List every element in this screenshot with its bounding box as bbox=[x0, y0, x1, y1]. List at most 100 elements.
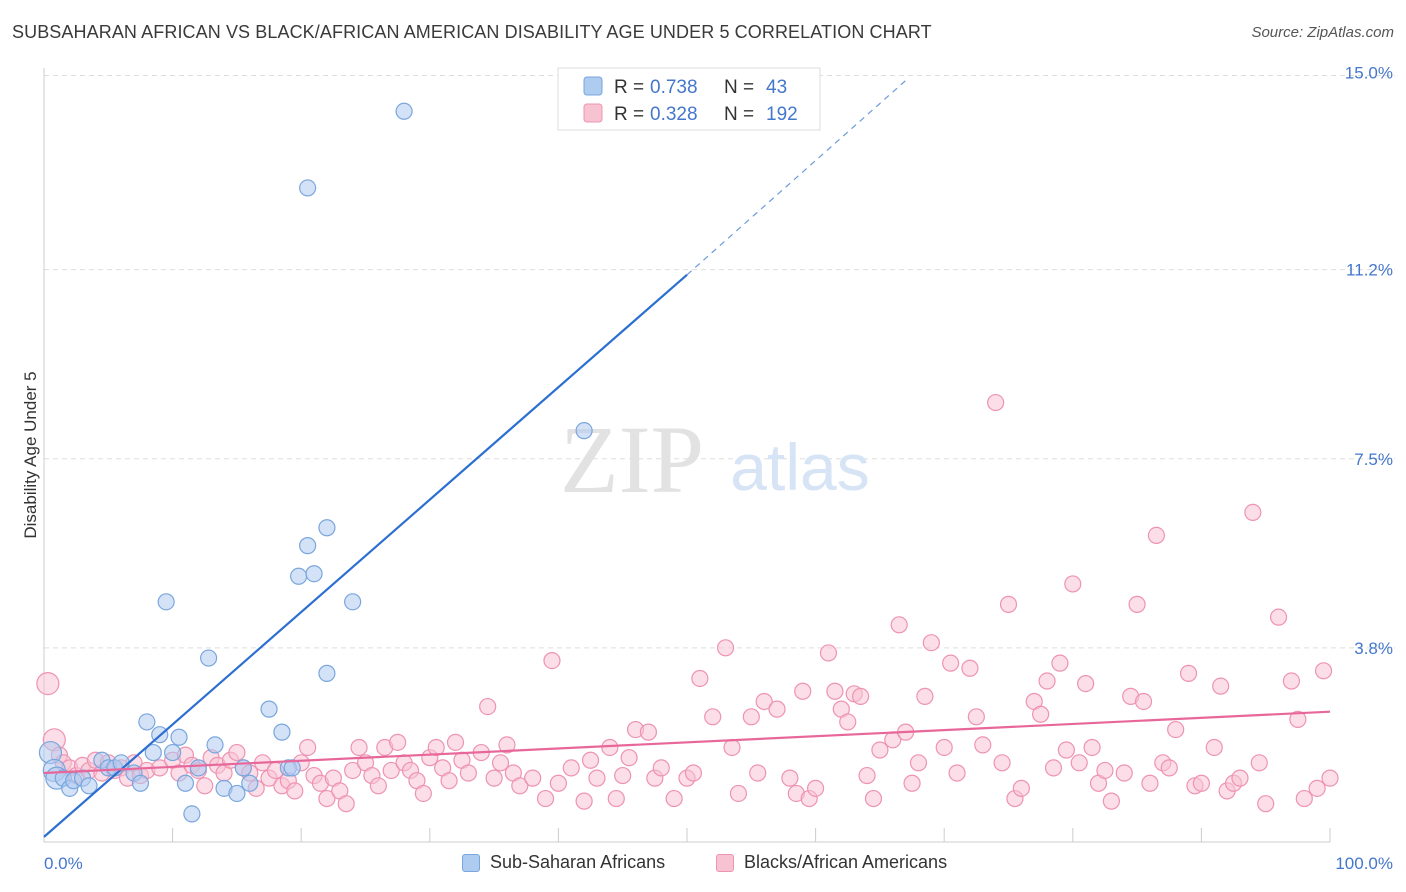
point-black bbox=[1314, 662, 1333, 680]
point-subsaharan bbox=[305, 565, 323, 583]
point-black bbox=[665, 789, 683, 808]
point-black bbox=[1179, 664, 1198, 682]
point-black bbox=[742, 708, 760, 726]
point-black bbox=[993, 754, 1011, 772]
point-black bbox=[826, 682, 844, 700]
point-black bbox=[1160, 759, 1178, 777]
point-black bbox=[459, 764, 477, 782]
chart-source: Source: ZipAtlas.com bbox=[1251, 24, 1394, 41]
legend-n-value: 192 bbox=[766, 104, 798, 125]
legend-swatch-blue bbox=[462, 853, 480, 872]
point-black bbox=[1282, 672, 1301, 690]
point-subsaharan bbox=[170, 728, 188, 746]
point-black bbox=[704, 708, 722, 726]
point-black bbox=[948, 764, 966, 782]
point-subsaharan bbox=[273, 723, 291, 741]
point-black bbox=[614, 766, 632, 785]
point-black bbox=[440, 772, 458, 790]
point-subsaharan bbox=[290, 567, 308, 585]
point-subsaharan bbox=[395, 102, 413, 120]
point-black bbox=[903, 774, 921, 792]
watermark-atlas: atlas bbox=[730, 430, 869, 504]
point-black bbox=[1064, 575, 1082, 593]
y-tick-label: 11.2% bbox=[1346, 261, 1393, 280]
point-black bbox=[909, 754, 928, 772]
point-black bbox=[1115, 764, 1133, 782]
point-black bbox=[350, 738, 368, 757]
point-black bbox=[794, 682, 812, 700]
point-black bbox=[1269, 608, 1288, 626]
point-subsaharan bbox=[206, 736, 224, 754]
axes bbox=[43, 68, 1331, 843]
point-black bbox=[498, 736, 516, 754]
point-black bbox=[575, 792, 593, 810]
point-black bbox=[819, 644, 838, 662]
point-subsaharan bbox=[138, 713, 156, 731]
point-black bbox=[1096, 761, 1114, 780]
legend-top: R = 0.738 N = 43 R = 0.328 N = 192 bbox=[557, 67, 821, 131]
legend-item-black: Blacks/African Americans bbox=[716, 852, 947, 873]
point-black bbox=[1212, 677, 1230, 695]
legend-top-swatch-pink bbox=[583, 103, 603, 123]
legend-top-swatch-blue bbox=[583, 76, 603, 96]
point-black bbox=[1032, 705, 1050, 723]
point-black bbox=[729, 784, 748, 803]
point-black bbox=[723, 738, 741, 757]
point-black bbox=[228, 743, 246, 762]
point-black bbox=[36, 671, 60, 696]
legend-r-value: 0.328 bbox=[650, 104, 698, 125]
point-black bbox=[1141, 774, 1159, 792]
point-black bbox=[549, 774, 568, 792]
point-black bbox=[716, 639, 735, 657]
point-black bbox=[562, 759, 580, 777]
legend-r-value: 0.738 bbox=[650, 77, 698, 98]
point-black bbox=[1057, 741, 1075, 759]
point-black bbox=[1083, 738, 1101, 757]
point-black bbox=[446, 733, 465, 751]
point-black bbox=[601, 738, 619, 757]
point-subsaharan bbox=[144, 743, 162, 762]
point-subsaharan bbox=[260, 700, 278, 718]
point-black bbox=[852, 687, 870, 705]
point-black bbox=[974, 736, 992, 754]
point-subsaharan bbox=[164, 743, 182, 762]
point-black bbox=[871, 741, 889, 759]
point-black bbox=[543, 651, 561, 670]
point-black bbox=[942, 654, 960, 672]
point-black bbox=[961, 659, 979, 677]
trend-line-black bbox=[43, 710, 1331, 775]
point-black bbox=[344, 761, 362, 780]
point-black bbox=[389, 733, 407, 751]
point-subsaharan bbox=[344, 593, 362, 611]
point-black bbox=[1134, 692, 1153, 711]
data-points bbox=[36, 102, 1339, 823]
point-black bbox=[890, 616, 908, 634]
point-black bbox=[1147, 526, 1165, 545]
legend-item-subsaharan: Sub-Saharan Africans bbox=[462, 852, 665, 873]
point-black bbox=[581, 751, 600, 769]
tick-labels: 3.8% 7.5% 11.2% 15.0% 0.0% 100.0% bbox=[44, 64, 1393, 874]
point-black bbox=[318, 789, 336, 808]
point-black bbox=[1308, 779, 1326, 797]
point-black bbox=[839, 713, 857, 731]
point-black bbox=[806, 779, 825, 797]
point-black bbox=[1192, 774, 1211, 792]
point-black bbox=[999, 595, 1018, 613]
point-subsaharan bbox=[176, 774, 195, 792]
point-subsaharan bbox=[80, 777, 98, 795]
legend-r-label: R = bbox=[614, 104, 644, 125]
point-black bbox=[1205, 738, 1223, 757]
point-black bbox=[1295, 789, 1313, 808]
point-subsaharan bbox=[131, 774, 150, 792]
point-black bbox=[196, 777, 214, 795]
point-black bbox=[1038, 672, 1056, 690]
point-black bbox=[1257, 795, 1275, 813]
point-black bbox=[987, 393, 1005, 412]
watermark-zip: ZIP bbox=[560, 406, 704, 513]
point-subsaharan bbox=[318, 664, 336, 682]
point-black bbox=[1167, 720, 1185, 739]
y-tick-label: 7.5% bbox=[1354, 450, 1393, 469]
legend-n-label: N = bbox=[724, 104, 754, 125]
trend-line-subsaharan-extension bbox=[686, 80, 907, 276]
